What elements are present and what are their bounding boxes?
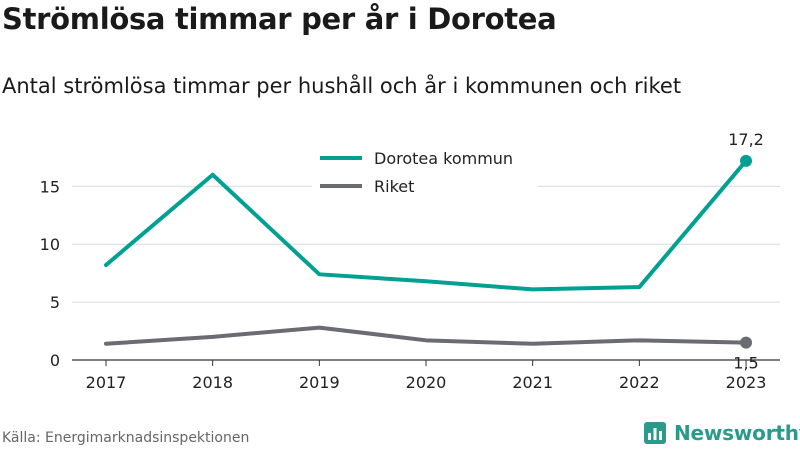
chart-subtitle: Antal strömlösa timmar per hushåll och å… bbox=[2, 74, 682, 98]
y-tick-label: 10 bbox=[40, 235, 60, 254]
series-line-riket bbox=[104, 325, 749, 346]
y-tick-label: 0 bbox=[50, 351, 60, 370]
chart-title: Strömlösa timmar per år i Dorotea bbox=[2, 2, 557, 36]
data-label: 17,2 bbox=[728, 130, 764, 149]
data-label: 1,5 bbox=[733, 354, 758, 373]
x-tick-label: 2019 bbox=[299, 373, 340, 392]
x-tick-label: 2020 bbox=[406, 373, 447, 392]
y-tick-label: 15 bbox=[40, 177, 60, 196]
series-line-dorotea bbox=[104, 158, 749, 292]
bar-chart-icon bbox=[644, 422, 666, 444]
x-tick-label: 2018 bbox=[192, 373, 233, 392]
newsworthy-logo[interactable]: Newsworthy bbox=[644, 421, 800, 445]
legend-label: Dorotea kommun bbox=[374, 149, 513, 168]
series-end-point bbox=[740, 154, 753, 167]
x-tick-label: 2022 bbox=[619, 373, 660, 392]
brand-name: Newsworthy bbox=[674, 421, 800, 445]
x-tick-label: 2021 bbox=[512, 373, 553, 392]
legend-background bbox=[312, 142, 538, 200]
source-note: Källa: Energimarknadsinspektionen bbox=[2, 430, 250, 446]
legend-label: Riket bbox=[374, 177, 414, 196]
x-tick-label: 2023 bbox=[726, 373, 767, 392]
series-end-point bbox=[740, 336, 753, 349]
y-tick-label: 5 bbox=[50, 293, 60, 312]
x-tick-label: 2017 bbox=[86, 373, 127, 392]
